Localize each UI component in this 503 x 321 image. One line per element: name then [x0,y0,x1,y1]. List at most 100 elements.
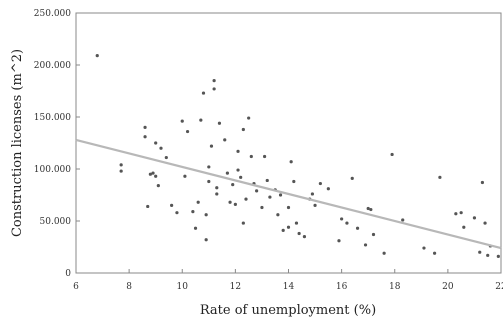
data-point [438,175,442,179]
data-point [480,180,485,185]
data-point [462,225,466,229]
data-point [215,186,219,190]
data-point [355,226,360,230]
data-point [183,174,187,178]
data-point [175,211,179,215]
data-point [204,213,208,217]
data-point [154,174,158,178]
y-tick-label: 250.000 [34,9,71,19]
trend-line-group [75,138,502,250]
y-tick-label: 150.000 [34,113,71,123]
data-point [268,195,272,199]
x-tick-label: 14 [283,282,295,292]
data-point [496,254,500,258]
data-point [215,192,219,196]
data-point [422,246,426,250]
data-point [310,192,315,196]
data-point [289,160,293,164]
x-tick-label: 22 [495,282,503,292]
data-point [207,165,211,169]
data-point [265,178,269,183]
data-point [156,184,160,188]
data-point [151,171,155,175]
data-point [486,253,490,257]
data-point [337,239,341,243]
data-point [262,154,267,159]
data-point [278,193,283,197]
data-point [119,169,123,173]
data-point [286,205,291,210]
plot-frame [75,12,502,274]
data-point [350,176,354,180]
x-axis-title: Rate of unemployment (%) [200,303,376,318]
data-point [281,228,285,232]
data-point [345,221,349,225]
data-point [154,141,158,145]
data-point [454,212,458,216]
data-point [231,183,235,187]
y-axis-ticks: 0 50.000 100.000 150.000 200.000 250.000 [34,9,80,279]
data-point [143,135,147,139]
data-point [241,221,245,225]
data-point [236,168,240,172]
data-point [212,79,216,83]
data-point [199,118,203,122]
data-point [233,202,237,206]
data-point [366,206,370,211]
x-tick-label: 6 [73,282,79,292]
data-point [228,200,232,204]
data-point [318,181,322,186]
data-point [297,231,301,236]
data-point [249,154,253,159]
data-point [292,179,296,184]
x-axis-ticks: 6 8 10 12 14 16 18 20 22 [73,269,503,292]
data-point [313,203,317,207]
data-point [225,171,230,175]
data-point [159,146,163,150]
data-point [143,125,147,129]
data-point [170,203,174,207]
data-point [148,172,152,176]
x-tick-label: 18 [389,282,401,292]
data-point [239,175,243,179]
x-tick-label: 10 [177,282,189,292]
y-axis-title: Construction licenses (m^2) [10,49,25,237]
x-tick-label: 8 [126,282,132,292]
data-point [369,207,373,212]
data-point [193,226,198,230]
y-tick-label: 200.000 [34,61,71,71]
data-point [207,179,211,184]
x-tick-label: 16 [336,282,348,292]
data-point [223,138,227,142]
data-point [302,235,307,239]
trend-line [75,138,502,250]
data-point [340,217,344,221]
data-point [209,144,214,148]
data-point [390,152,394,157]
x-tick-label: 12 [230,282,241,292]
data-point [326,187,330,191]
data-point [472,216,477,220]
data-point [294,221,299,225]
y-tick-label: 50.000 [40,217,72,227]
data-point [432,251,437,255]
data-point [204,238,208,242]
data-point [95,54,99,58]
data-point [191,210,195,214]
data-point [401,218,405,222]
data-point [483,221,487,225]
data-point [244,197,248,201]
data-point [478,250,482,254]
data-points [95,54,500,258]
data-point [217,121,222,125]
y-tick-label: 100.000 [34,165,71,175]
data-point [146,204,150,209]
data-point [260,205,264,210]
data-point [241,127,245,132]
data-point [119,163,123,167]
data-point [164,155,168,160]
data-point [371,232,376,237]
data-point [255,189,259,193]
y-tick-label: 0 [65,269,71,279]
